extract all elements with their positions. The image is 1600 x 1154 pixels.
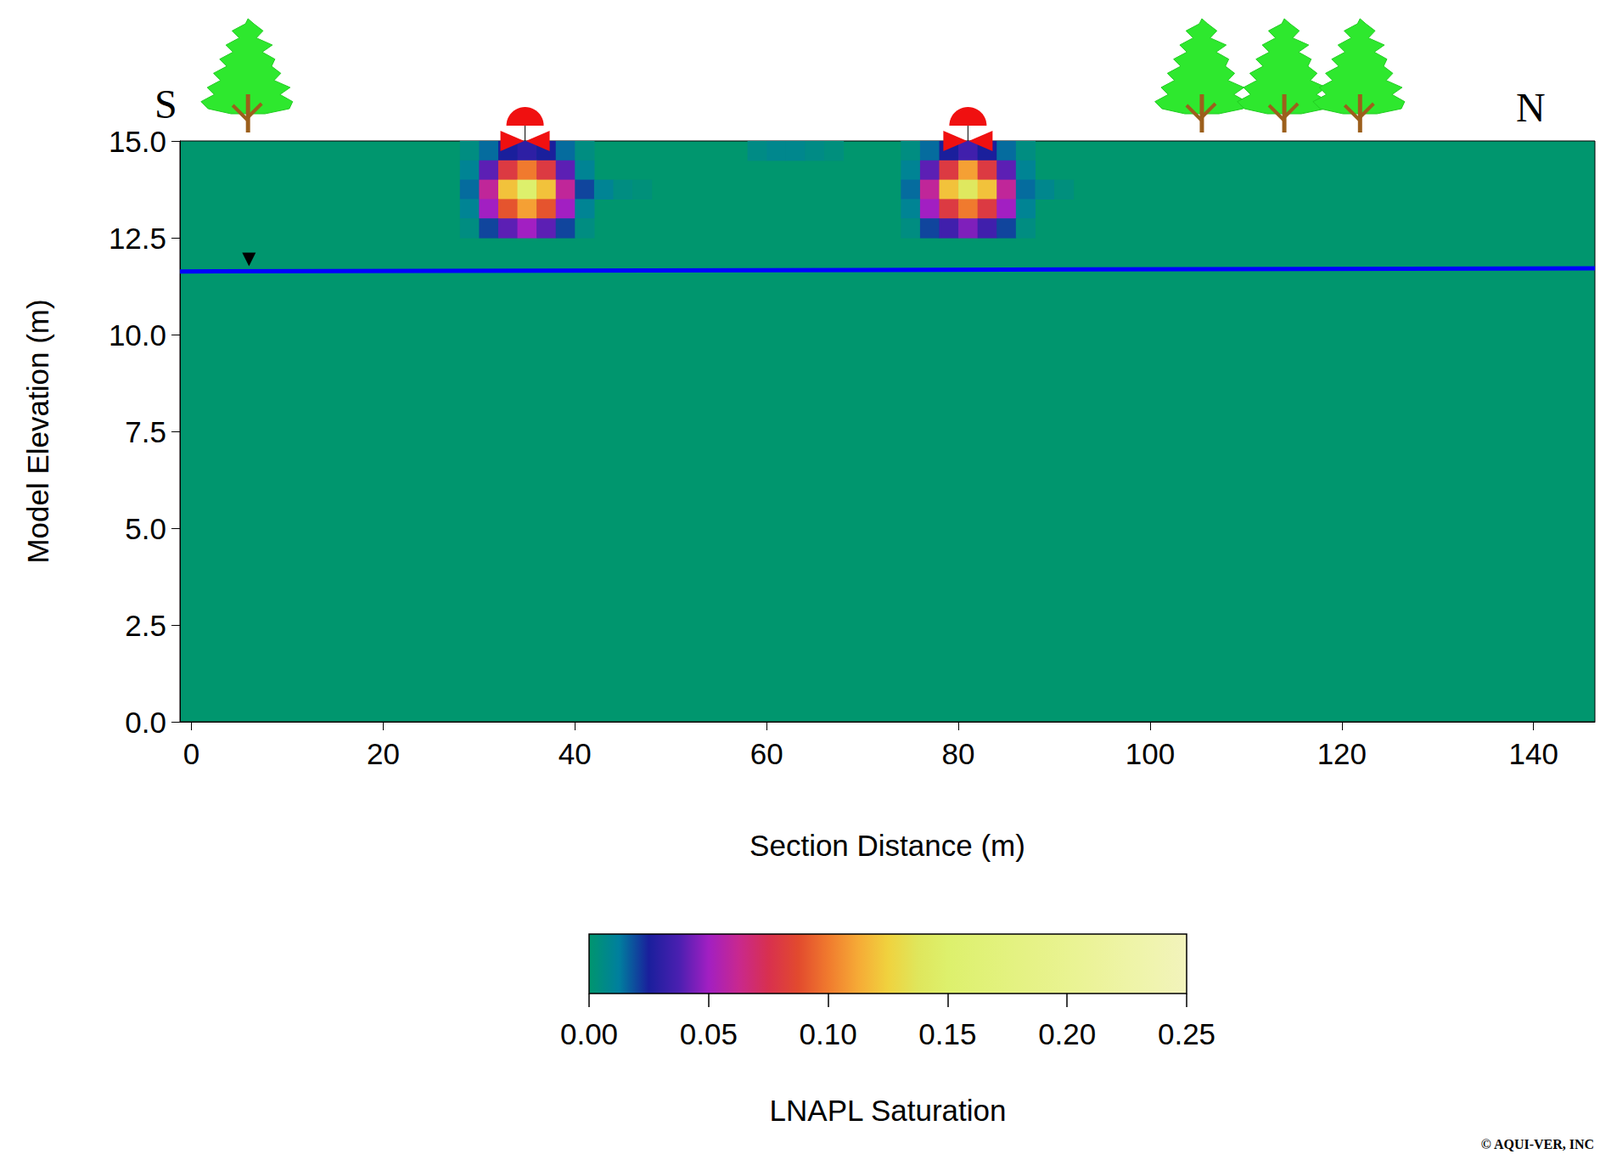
svg-text:40: 40 [558, 736, 592, 770]
svg-text:7.5: 7.5 [124, 415, 167, 449]
svg-text:0.20: 0.20 [1038, 1016, 1096, 1050]
svg-text:20: 20 [366, 736, 400, 770]
svg-text:140: 140 [1509, 736, 1559, 770]
svg-text:10.0: 10.0 [108, 318, 167, 352]
svg-text:0.00: 0.00 [560, 1016, 618, 1050]
svg-text:0: 0 [183, 736, 200, 770]
svg-text:120: 120 [1317, 736, 1367, 770]
svg-text:N: N [1515, 84, 1546, 130]
svg-text:LNAPL Saturation: LNAPL Saturation [769, 1093, 1007, 1127]
svg-text:100: 100 [1125, 736, 1175, 770]
svg-text:Section Distance (m): Section Distance (m) [749, 828, 1026, 862]
svg-text:15.0: 15.0 [108, 124, 167, 158]
svg-text:0.05: 0.05 [679, 1016, 738, 1050]
svg-text:0.15: 0.15 [918, 1016, 977, 1050]
svg-text:80: 80 [942, 736, 976, 770]
svg-text:0.25: 0.25 [1157, 1016, 1216, 1050]
svg-text:© AQUI-VER, INC: © AQUI-VER, INC [1481, 1136, 1595, 1151]
svg-text:S: S [154, 81, 178, 127]
svg-text:12.5: 12.5 [108, 221, 167, 255]
svg-text:Model Elevation (m): Model Elevation (m) [21, 298, 55, 563]
svg-text:60: 60 [750, 736, 784, 770]
svg-text:0.10: 0.10 [799, 1016, 858, 1050]
svg-text:2.5: 2.5 [124, 608, 167, 642]
svg-text:5.0: 5.0 [124, 511, 167, 545]
svg-text:0.0: 0.0 [124, 705, 167, 739]
